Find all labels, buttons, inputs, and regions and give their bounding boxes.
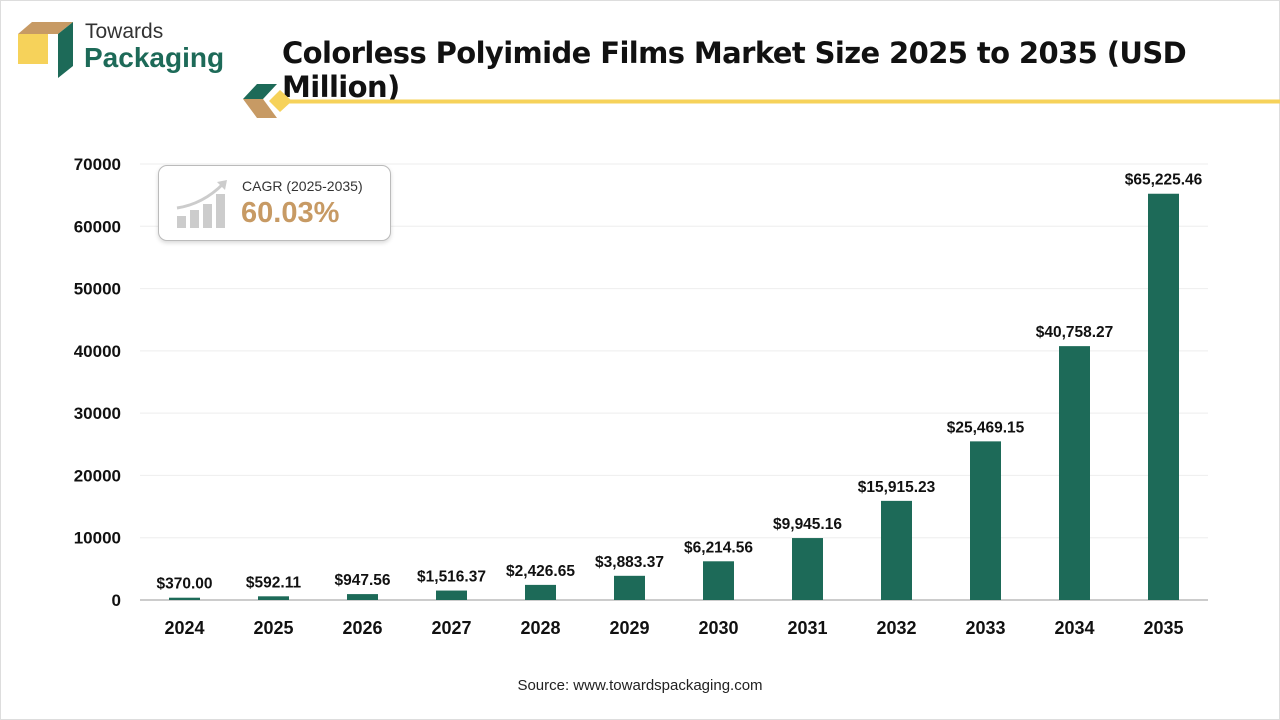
data-label: $15,915.23 [858,479,936,496]
x-tick-label: 2026 [342,618,382,638]
x-tick-label: 2032 [876,618,916,638]
data-label: $25,469.15 [947,419,1025,436]
bar-2030 [703,561,734,600]
bar-2035 [1148,193,1179,600]
bar-2027 [436,590,467,600]
bar-2025 [258,596,289,600]
data-label: $1,516.37 [417,569,486,586]
data-label: $6,214.56 [684,539,753,556]
x-tick-label: 2034 [1054,618,1094,638]
data-label: $65,225.46 [1125,172,1203,189]
x-tick-label: 2028 [520,618,560,638]
x-tick-label: 2024 [164,618,204,638]
data-label: $2,426.65 [506,563,575,580]
title-underline-decoration [243,82,1280,127]
y-tick-label: 20000 [74,466,121,485]
x-tick-label: 2025 [253,618,293,638]
y-tick-label: 50000 [74,280,121,299]
source-note: Source: www.towardspackaging.com [517,677,763,694]
y-tick-label: 40000 [74,342,121,361]
brand-line1: Towards [85,20,164,43]
x-tick-label: 2033 [965,618,1005,638]
bar-2033 [970,441,1001,600]
chart-title: Colorless Polyimide Films Market Size 20… [282,36,1187,104]
data-label: $3,883.37 [595,554,664,571]
x-tick-label: 2027 [431,618,471,638]
data-label: $40,758.27 [1036,324,1114,341]
y-tick-label: 10000 [74,529,121,548]
cagr-label: CAGR (2025-2035) [242,178,363,194]
data-label: $592.11 [246,574,302,591]
bar-2026 [347,594,378,600]
cagr-box: CAGR (2025-2035) 60.03% [158,165,391,241]
growth-chart-icon [176,180,227,228]
y-tick-label: 70000 [74,155,121,174]
y-tick-label: 60000 [74,217,121,236]
bar-2024 [169,597,200,600]
x-tick-label: 2029 [609,618,649,638]
x-tick-label: 2031 [787,618,827,638]
logo-icon [18,22,78,85]
x-tick-label: 2030 [698,618,738,638]
y-tick-label: 0 [112,591,121,610]
x-tick-label: 2035 [1143,618,1183,638]
bar-2028 [525,584,556,600]
data-label: $947.56 [334,572,390,589]
data-label: $9,945.16 [773,516,842,533]
bar-2031 [792,538,823,600]
y-tick-label: 30000 [74,404,121,423]
data-label: $370.00 [156,576,212,593]
bar-2029 [614,575,645,600]
cagr-value: 60.03% [241,197,340,229]
bar-2032 [881,500,912,600]
brand-line2: Packaging [84,42,225,73]
bar-2034 [1059,346,1090,600]
